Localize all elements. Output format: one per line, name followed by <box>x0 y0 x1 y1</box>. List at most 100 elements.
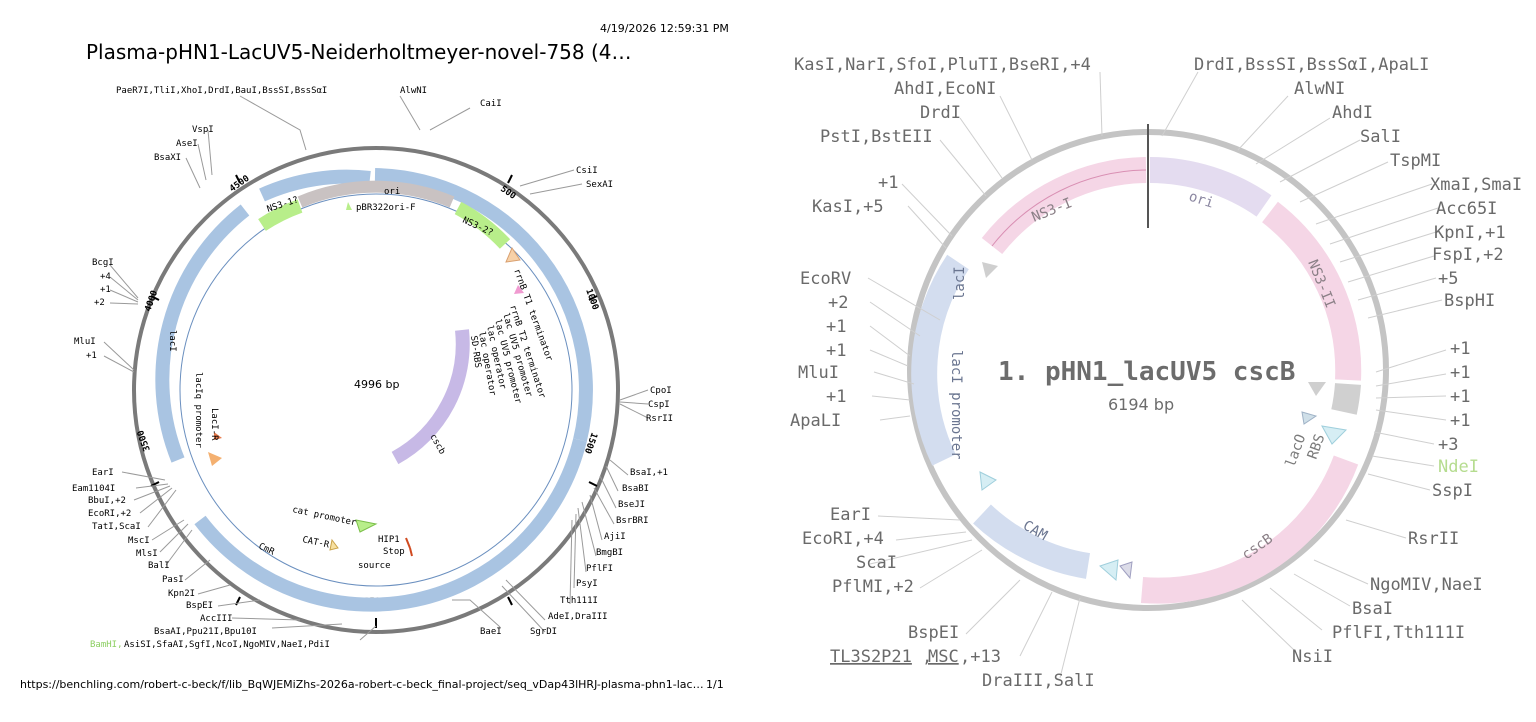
enzyme-label: +1 <box>1450 339 1470 359</box>
sequence-title: Plasma-pHN1-LacUV5-Neiderholtmeyer-novel… <box>86 40 632 64</box>
primer-marker[interactable] <box>329 538 339 551</box>
promoter-marker[interactable] <box>208 452 222 466</box>
enzyme-label: AsiSI,SfaAI,SgfI,NcoI,NgoMIV,NaeI,PdiI <box>124 640 330 650</box>
feature-laci[interactable] <box>911 254 969 466</box>
terminator-arrow[interactable] <box>1308 382 1326 396</box>
enzyme-label: +1 <box>826 387 846 407</box>
lac-operator-marker[interactable] <box>1321 425 1348 445</box>
enzyme-label: SspI <box>1432 481 1473 501</box>
cam-marker[interactable] <box>1099 559 1119 582</box>
feature-label: lacIq promoter <box>193 372 203 448</box>
plasmid-size: 4996 bp <box>354 378 399 391</box>
enzyme-label: MlsI <box>136 549 158 559</box>
enzyme-label: +1 <box>826 341 846 361</box>
feature-arc-top[interactable] <box>259 169 371 202</box>
enzyme-label: AccIII <box>200 614 233 624</box>
enzyme-label: +1 <box>1450 411 1470 431</box>
feature-label: lacO <box>1283 432 1310 469</box>
feature-ori[interactable] <box>297 180 455 208</box>
enzyme-label: +2 <box>94 298 105 308</box>
enzyme-label: BsrBRI <box>616 516 649 526</box>
enzyme-label: AhdI <box>1332 103 1373 123</box>
enzyme-label: VspI <box>192 125 214 135</box>
enzyme-label: Tth111I <box>560 596 598 606</box>
feature-ns3-1[interactable] <box>258 199 303 231</box>
enzyme-label: , <box>922 647 932 667</box>
enzyme-label: ApaLI <box>790 411 841 431</box>
enzyme-label: CpoI <box>650 386 672 396</box>
enzyme-label: BsaAI,Ppu21I,Bpu10I <box>154 627 257 637</box>
enzyme-label: ,+13 <box>960 647 1001 667</box>
promoter-marker[interactable] <box>355 519 378 533</box>
enzyme-label: BspEI <box>908 623 959 643</box>
right-plasmid-map: NS3-I ori NS3-II lacI lacI promoter lacO… <box>790 55 1522 691</box>
enzyme-label: CsiI <box>576 166 598 176</box>
enzyme-label: +5 <box>1438 269 1458 289</box>
enzyme-label: NgoMIV,NaeI <box>1370 575 1483 595</box>
enzyme-label: AjiI <box>604 532 626 542</box>
enzyme-label: SalI <box>1360 127 1401 147</box>
enzyme-label: EarI <box>830 505 871 525</box>
backbone-circle <box>132 146 620 634</box>
enzyme-label: TspMI <box>1390 151 1441 171</box>
primer-marker[interactable] <box>214 432 222 440</box>
feature-label: source <box>358 561 391 571</box>
plasmid-name: 1. pHN1_lacUV5 cscB <box>998 357 1295 387</box>
print-timestamp: 4/19/2026 12:59:31 PM <box>600 22 729 35</box>
enzyme-label: PsyI <box>576 579 598 589</box>
terminator-marker[interactable] <box>514 285 524 294</box>
enzyme-label: BsaI,+1 <box>630 468 668 478</box>
terminator-block[interactable] <box>1331 382 1361 415</box>
enzyme-label-highlight: NdeI <box>1438 457 1479 477</box>
footer-page-number: 1/1 <box>706 678 724 691</box>
left-plasmid-map: 4500 500 4000 1000 3500 1500 3000 2000 2… <box>72 86 673 650</box>
primer-marker[interactable] <box>346 202 352 210</box>
feature-ns3-2[interactable] <box>454 201 511 249</box>
lac-operator-marker[interactable] <box>979 471 997 491</box>
feature-cscb[interactable] <box>1140 455 1359 604</box>
site-marker <box>409 547 413 557</box>
enzyme-label: DrdI <box>920 103 961 123</box>
enzyme-label: BsaBI <box>622 484 649 494</box>
enzyme-label: NsiI <box>1292 647 1333 667</box>
enzyme-label: EcoRI,+2 <box>88 509 131 519</box>
feature-cam[interactable] <box>973 504 1091 579</box>
benchling-printout: 4/19/2026 12:59:31 PM Plasma-pHN1-LacUV5… <box>20 22 729 691</box>
feature-cscb[interactable] <box>391 329 470 465</box>
rbs-marker[interactable] <box>1301 411 1318 425</box>
ruler-label: 500 <box>498 184 517 202</box>
enzyme-label: BspEI <box>186 601 213 611</box>
enzyme-label: +1 <box>826 317 846 337</box>
enzyme-label: CspI <box>648 400 670 410</box>
enzyme-label: AhdI,EcoNI <box>894 79 996 99</box>
promoter-arrow[interactable] <box>982 262 998 278</box>
enzyme-label: ScaI <box>856 553 897 573</box>
enzyme-label: KpnI,+1 <box>1434 223 1506 243</box>
feature-ns3-ii[interactable] <box>1261 201 1362 381</box>
enzyme-label: BcgI <box>92 258 114 268</box>
feature-label: lacI promoter <box>948 350 964 460</box>
enzyme-label: PflMI,+2 <box>832 577 914 597</box>
enzyme-label: BsaI <box>1352 599 1393 619</box>
enzyme-label: +4 <box>100 272 111 282</box>
enzyme-label: MscI <box>128 536 150 546</box>
cam-marker[interactable] <box>1119 561 1133 580</box>
feature-arc-lacI[interactable] <box>155 204 250 463</box>
enzyme-label: FspI,+2 <box>1432 245 1504 265</box>
feature-arc-right[interactable] <box>374 168 593 442</box>
enzyme-label: EcoRI,+4 <box>802 529 884 549</box>
feature-arc-bottom[interactable] <box>194 438 587 612</box>
inner-ring <box>179 193 573 587</box>
feature-ns3-i-outline <box>991 169 1147 247</box>
enzyme-label: +1 <box>86 351 97 361</box>
snapgene-map: NS3-I ori NS3-II lacI lacI promoter lacO… <box>770 0 1536 722</box>
terminator-marker[interactable] <box>505 246 521 263</box>
enzyme-label: Kpn2I <box>168 589 195 599</box>
feature-ori[interactable] <box>1149 157 1272 217</box>
enzyme-label: RsrII <box>1408 529 1459 549</box>
feature-label: ori <box>1187 189 1216 212</box>
site-marker <box>405 537 411 549</box>
enzyme-label: SgrDI <box>530 627 557 637</box>
feature-label: Stop <box>383 547 405 557</box>
enzyme-label: PflFI <box>586 564 613 574</box>
